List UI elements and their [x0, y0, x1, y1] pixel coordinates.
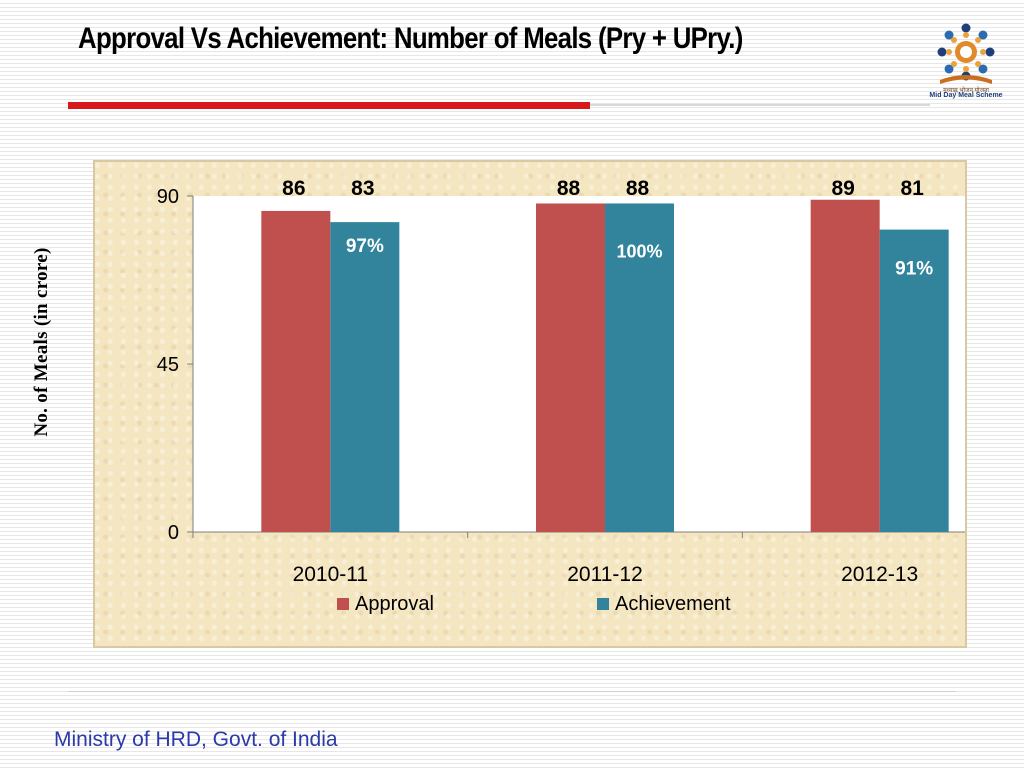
data-label-achievement: 88	[626, 177, 650, 200]
y-tick-label: 45	[157, 354, 179, 376]
logo-person-body-icon	[946, 49, 952, 55]
chart-panel: 0 45 90 2010-11 86 83 97% 2011-12 88 88 100% 2012-1…	[93, 160, 967, 648]
logo-person-icon	[944, 30, 954, 40]
bar-approval	[261, 210, 331, 532]
logo-caption: Mid Day Meal Scheme	[929, 92, 1003, 99]
legend-label-achievement: Achievement	[615, 593, 731, 615]
legend-swatch-approval	[337, 598, 349, 610]
data-label-achievement: 81	[900, 177, 924, 200]
logo-person-body-icon	[975, 61, 982, 68]
footer-ministry-text: Ministry of HRD, Govt. of India	[54, 728, 338, 751]
bar-approval	[536, 203, 605, 532]
logo-person-icon	[978, 30, 988, 40]
logo-person-body-icon	[963, 32, 969, 38]
bar-achievement	[605, 203, 674, 532]
percent-label: 97%	[346, 236, 384, 257]
data-label-approval: 88	[557, 177, 581, 200]
logo-person-body-icon	[980, 49, 986, 55]
y-axis-title: No. of Meals (in crore)	[31, 247, 52, 437]
x-tick-label: 2012-13	[841, 563, 918, 586]
logo-person-body-icon	[950, 36, 957, 43]
bar-chart: 0 45 90 2010-11 86 83 97% 2011-12 88 88 100% 2012-1…	[157, 177, 965, 615]
percent-label: 91%	[895, 259, 933, 280]
mid-day-meal-logo	[926, 14, 1006, 106]
y-tick-label: 90	[157, 186, 179, 208]
logo-emblem-icon	[937, 23, 995, 84]
logo-person-icon	[961, 23, 971, 33]
logo-person-icon	[944, 64, 954, 74]
logo-person-body-icon	[950, 61, 957, 68]
footer-divider-rule	[68, 691, 956, 692]
percent-label: 100%	[616, 241, 662, 261]
logo-person-body-icon	[963, 66, 969, 72]
logo-person-body-icon	[975, 36, 982, 43]
bar-achievement	[879, 229, 949, 532]
logo-person-icon	[937, 47, 947, 57]
logo-person-icon	[978, 64, 988, 74]
data-label-achievement: 83	[351, 177, 374, 200]
slide-title: Approval Vs Achievement: Number of Meals…	[78, 22, 743, 55]
title-accent-rule	[68, 102, 590, 109]
data-label-approval: 89	[831, 177, 854, 200]
bar-achievement	[330, 222, 400, 532]
data-label-approval: 86	[282, 177, 305, 200]
title-divider-rule	[590, 104, 930, 106]
logo-subtitle: मध्याह्न भोजन योजना	[943, 88, 989, 94]
y-tick-label: 0	[168, 522, 179, 544]
legend-label-approval: Approval	[355, 593, 434, 615]
legend-swatch-achievement	[597, 598, 609, 610]
bar-approval	[810, 199, 880, 532]
logo-person-icon	[985, 47, 995, 57]
x-tick-label: 2010-11	[293, 563, 369, 586]
x-tick-label: 2011-12	[567, 563, 643, 586]
